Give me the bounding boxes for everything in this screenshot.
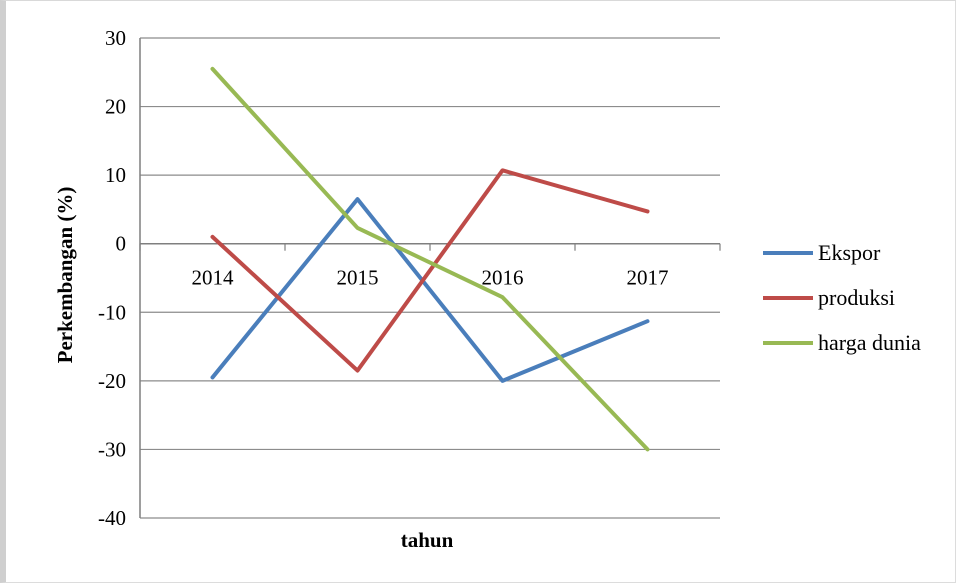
legend-label: harga dunia <box>818 330 921 355</box>
series-line-ekspor <box>210 197 650 383</box>
y-tick-label: -10 <box>98 300 126 324</box>
x-tick-labels: 2014 2015 2016 2017 <box>139 243 721 290</box>
x-tick-label: 2016 <box>482 266 524 290</box>
x-tick-label: 2015 <box>337 266 379 290</box>
y-tick-labels: 30 20 10 0 -10 -20 -30 -40 <box>98 26 126 530</box>
y-tick-label: -20 <box>98 369 126 393</box>
x-axis-title: tahun <box>401 528 454 552</box>
y-tick-label: 30 <box>105 26 126 50</box>
x-tick-label: 2014 <box>192 266 235 290</box>
y-tick-label: -30 <box>98 437 126 461</box>
y-tick-label: 0 <box>116 232 127 256</box>
x-tick-label: 2017 <box>627 266 669 290</box>
series-line-harga-dunia <box>210 66 650 452</box>
series-lines <box>210 66 650 452</box>
series-line-produksi <box>210 168 650 373</box>
y-tick-label: -40 <box>98 506 126 530</box>
y-axis-title: Perkembangan (%) <box>53 187 77 364</box>
legend-label: produksi <box>818 285 895 310</box>
legend: Ekspor produksi harga dunia <box>763 240 921 355</box>
y-tick-label: 10 <box>105 163 126 187</box>
y-tick-label: 20 <box>105 95 126 119</box>
legend-label: Ekspor <box>818 240 881 265</box>
